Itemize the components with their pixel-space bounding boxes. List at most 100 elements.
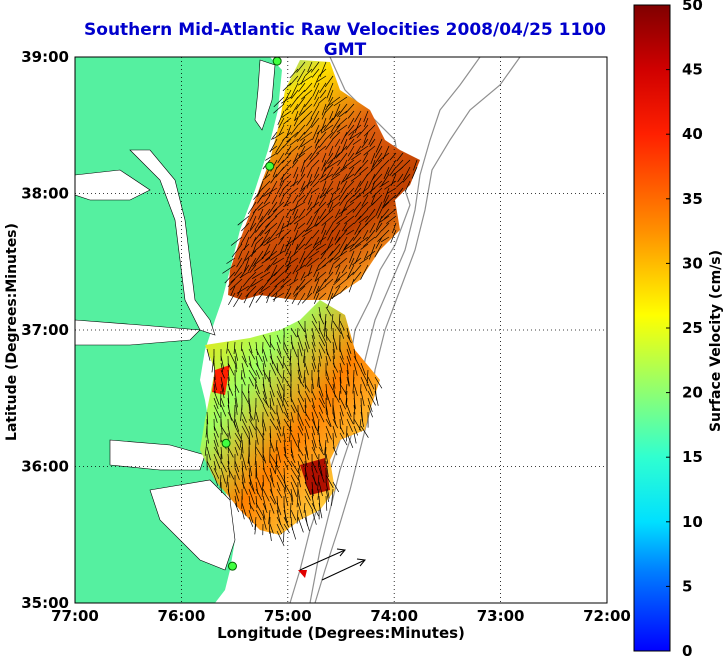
velocity-vector: [262, 383, 267, 399]
velocity-vector: [374, 376, 383, 389]
velocity-vector: [383, 166, 390, 180]
velocity-vector: [262, 474, 264, 487]
velocity-vector: [298, 145, 313, 156]
velocity-vector: [311, 446, 319, 460]
velocity-vector: [248, 404, 252, 422]
velocity-vector: [317, 425, 320, 436]
velocity-vector: [363, 250, 369, 260]
velocity-vector: [318, 341, 326, 354]
velocity-vector: [290, 460, 300, 474]
velocity-vector: [325, 488, 330, 502]
velocity-vector: [364, 117, 369, 127]
velocity-vector: [304, 495, 314, 511]
velocity-vector: [311, 425, 315, 436]
velocity-vector: [282, 173, 292, 183]
velocity-vector: [318, 502, 323, 519]
velocity-vector: [222, 264, 236, 274]
velocity-vector: [318, 173, 327, 181]
velocity-vector: [346, 355, 351, 367]
velocity-vector: [260, 278, 271, 291]
velocity-vector: [367, 390, 376, 406]
velocity-vector: [309, 145, 320, 160]
velocity-vector: [261, 250, 271, 259]
velocity-vector: [257, 180, 264, 198]
velocity-vector: [234, 355, 238, 369]
velocity-vector: [314, 271, 327, 282]
velocity-vector: [298, 145, 306, 159]
velocity-vector: [255, 355, 259, 367]
latitude-tick-labels: 39:00 38:00 37:00 36:00 35:00: [21, 48, 69, 612]
velocity-vector: [338, 208, 348, 215]
velocity-vector: [297, 516, 304, 533]
velocity-vector: [233, 292, 243, 308]
velocity-vector: [369, 138, 376, 147]
velocity-vector: [311, 313, 317, 324]
velocity-vector: [304, 82, 313, 93]
velocity-vector: [278, 222, 285, 238]
velocity-vector: [282, 355, 285, 369]
velocity-vector: [290, 404, 296, 414]
velocity-vector: [255, 390, 264, 406]
velocity-vector: [285, 236, 299, 247]
velocity-vector: [348, 257, 355, 270]
velocity-vector: [251, 271, 264, 279]
velocity-vector: [268, 509, 271, 525]
velocity-vector: [241, 453, 247, 471]
velocity-vector: [226, 341, 229, 354]
velocity-vector: [298, 138, 306, 150]
velocity-vector: [227, 425, 231, 439]
velocity-vector: [402, 166, 411, 181]
velocity-vector: [337, 152, 348, 166]
velocity-vector: [344, 236, 355, 250]
velocity-vector: [352, 264, 362, 276]
velocity-vector: [340, 173, 348, 185]
velocity-vector: [304, 439, 309, 456]
velocity-vector: [311, 110, 320, 125]
velocity-vector: [335, 145, 348, 159]
velocity-vector: [206, 446, 211, 461]
velocity-vector: [360, 362, 366, 376]
velocity-vector: [338, 313, 341, 329]
velocity-vector: [311, 432, 317, 449]
velocity-vector: [213, 390, 220, 406]
velocity-vector: [318, 292, 327, 300]
velocity-vector: [290, 467, 300, 482]
velocity-vector: [255, 292, 264, 303]
velocity-vector: [303, 348, 306, 364]
velocity-vector: [330, 117, 341, 133]
velocity-vector: [324, 180, 334, 196]
velocity-vector: [311, 474, 318, 486]
velocity-vector: [254, 215, 264, 231]
velocity-vector: [303, 152, 313, 164]
velocity-vector: [312, 236, 320, 249]
velocity-vector: [289, 138, 299, 146]
velocity-vector: [384, 208, 397, 219]
velocity-vector: [289, 75, 299, 86]
velocity-vector: [213, 411, 218, 423]
velocity-vector: [278, 236, 285, 245]
velocity-vector: [283, 89, 292, 105]
velocity-vector: [276, 145, 285, 155]
velocity-vector: [334, 250, 348, 261]
velocity-vector: [283, 376, 291, 389]
velocity-vector: [312, 124, 320, 140]
velocity-vector: [318, 411, 325, 423]
velocity-vector: [262, 173, 271, 181]
velocity-vector: [254, 453, 257, 466]
velocity-vector: [248, 292, 257, 308]
velocity-vector: [311, 390, 317, 400]
velocity-vector: [339, 432, 348, 446]
velocity-vector: [240, 341, 243, 352]
velocity-vector: [294, 124, 306, 138]
velocity-vector: [346, 418, 353, 432]
velocity-vector: [341, 201, 355, 212]
velocity-vector: [336, 124, 348, 133]
velocity-vector: [311, 376, 314, 390]
velocity-vector: [359, 173, 369, 187]
velocity-vector: [234, 467, 240, 480]
velocity-vector: [283, 509, 288, 524]
velocity-vector: [227, 369, 230, 381]
velocity-vector: [297, 390, 305, 402]
velocity-vector: [387, 187, 397, 194]
velocity-vector: [234, 495, 238, 507]
